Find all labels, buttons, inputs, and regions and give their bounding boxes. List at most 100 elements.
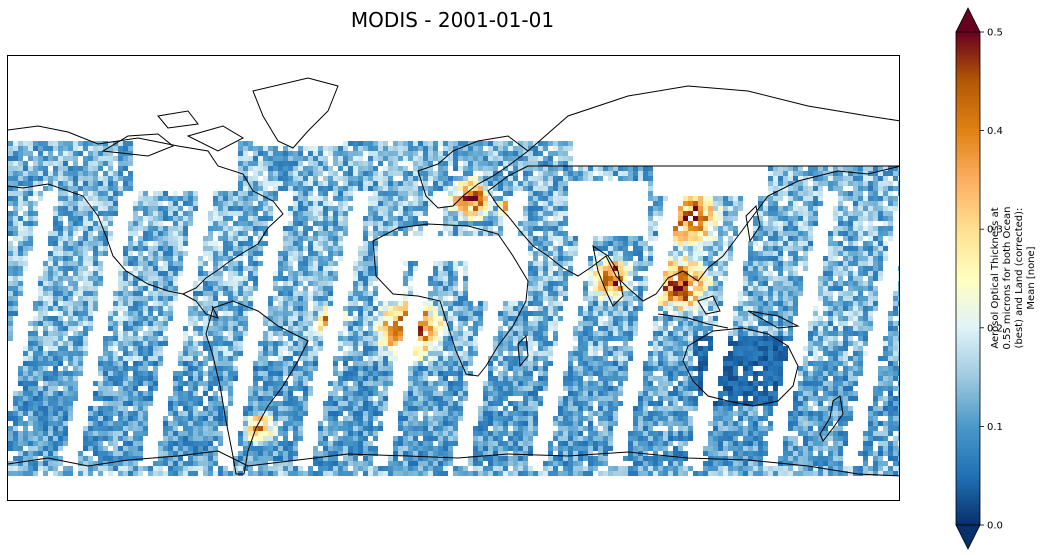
aod-cell <box>18 156 23 161</box>
aod-cell <box>48 291 53 296</box>
aod-cell <box>798 221 803 226</box>
aod-cell <box>783 336 788 341</box>
aod-cell <box>688 206 693 211</box>
aod-cell <box>533 306 538 311</box>
aod-cell <box>853 271 858 276</box>
aod-cell <box>103 171 108 176</box>
aod-cell <box>743 286 748 291</box>
aod-cell <box>678 291 683 296</box>
aod-cell <box>173 241 178 246</box>
aod-cell <box>283 331 288 336</box>
aod-cell <box>248 276 253 281</box>
aod-cell <box>373 276 378 281</box>
aod-cell <box>513 156 518 161</box>
aod-cell <box>593 331 598 336</box>
aod-cell <box>228 266 233 271</box>
aod-cell <box>33 206 38 211</box>
aod-cell <box>868 211 873 216</box>
aod-cell <box>288 186 293 191</box>
aod-cell <box>898 346 899 351</box>
aod-cell <box>533 256 538 261</box>
aod-cell <box>413 176 418 181</box>
aod-cell <box>578 311 583 316</box>
aod-cell <box>413 151 418 156</box>
aod-cell <box>513 176 518 181</box>
aod-cell <box>213 316 218 321</box>
aod-cell <box>268 181 273 186</box>
aod-cell <box>323 206 328 211</box>
aod-cell <box>478 306 483 311</box>
aod-cell <box>553 326 558 331</box>
aod-cell <box>558 146 563 151</box>
aod-cell <box>503 181 508 186</box>
aod-cell <box>298 231 303 236</box>
aod-cell <box>828 251 833 256</box>
aod-cell <box>843 176 848 181</box>
aod-cell <box>383 321 388 326</box>
aod-cell <box>38 196 43 201</box>
aod-cell <box>93 236 98 241</box>
aod-cell <box>753 346 758 351</box>
aod-cell <box>228 336 233 341</box>
aod-cell <box>63 241 68 246</box>
aod-cell <box>43 316 48 321</box>
aod-cell <box>293 181 298 186</box>
aod-cell <box>428 186 433 191</box>
aod-cell <box>728 341 733 346</box>
aod-cell <box>888 321 893 326</box>
aod-cell <box>73 251 78 256</box>
aod-cell <box>883 251 888 256</box>
aod-cell <box>148 276 153 281</box>
aod-cell <box>318 186 323 191</box>
aod-cell <box>783 181 788 186</box>
aod-cell <box>778 216 783 221</box>
aod-cell <box>628 266 633 271</box>
aod-cell <box>368 161 373 166</box>
aod-cell <box>648 166 653 171</box>
aod-cell <box>538 316 543 321</box>
aod-cell <box>223 281 228 286</box>
aod-cell <box>228 326 233 331</box>
aod-cell <box>323 181 328 186</box>
aod-cell <box>563 296 568 301</box>
aod-cell <box>778 291 783 296</box>
aod-cell <box>763 336 768 341</box>
aod-cell <box>198 301 203 306</box>
aod-cell <box>708 221 713 226</box>
aod-cell <box>308 166 313 171</box>
aod-cell <box>233 221 238 226</box>
aod-cell <box>83 271 88 276</box>
aod-cell <box>718 216 723 221</box>
aod-cell <box>98 191 103 196</box>
aod-cell <box>13 176 18 181</box>
aod-cell <box>663 351 668 356</box>
aod-cell <box>883 256 888 261</box>
aod-cell <box>328 291 333 296</box>
aod-cell <box>823 301 828 306</box>
aod-cell <box>18 266 23 271</box>
aod-cell <box>858 166 863 171</box>
aod-cell <box>798 281 803 286</box>
aod-cell <box>783 346 788 351</box>
aod-cell <box>558 151 563 156</box>
aod-cell <box>153 266 158 271</box>
aod-cell <box>768 346 773 351</box>
aod-cell <box>843 271 848 276</box>
aod-cell <box>563 286 568 291</box>
aod-cell <box>208 216 213 221</box>
aod-cell <box>798 261 803 266</box>
aod-cell <box>568 141 573 146</box>
aod-cell <box>143 206 148 211</box>
aod-cell <box>868 271 873 276</box>
aod-cell <box>643 171 648 176</box>
aod-cell <box>58 236 63 241</box>
aod-cell <box>688 221 693 226</box>
aod-cell <box>258 231 263 236</box>
aod-cell <box>203 356 208 361</box>
aod-cell <box>493 351 498 356</box>
aod-cell <box>328 266 333 271</box>
aod-cell <box>603 331 608 336</box>
aod-cell <box>473 306 478 311</box>
aod-cell <box>23 221 28 226</box>
aod-cell <box>18 246 23 251</box>
